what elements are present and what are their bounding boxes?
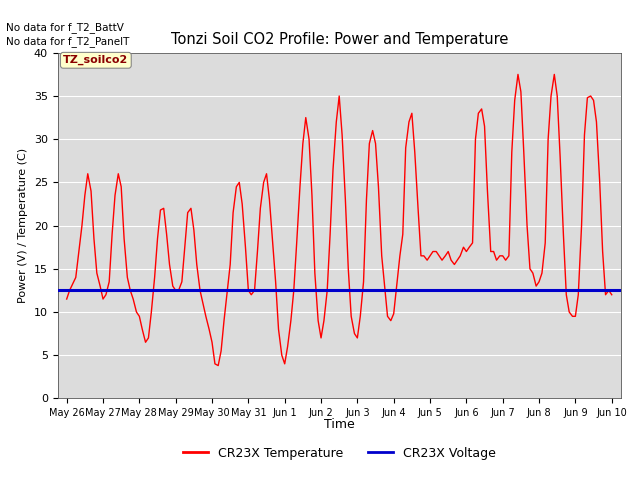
Text: No data for f_T2_PanelT: No data for f_T2_PanelT — [6, 36, 130, 47]
Legend: CR23X Temperature, CR23X Voltage: CR23X Temperature, CR23X Voltage — [178, 442, 500, 465]
X-axis label: Time: Time — [324, 418, 355, 431]
Text: No data for f_T2_BattV: No data for f_T2_BattV — [6, 22, 124, 33]
Title: Tonzi Soil CO2 Profile: Power and Temperature: Tonzi Soil CO2 Profile: Power and Temper… — [170, 33, 508, 48]
Text: TZ_soilco2: TZ_soilco2 — [63, 55, 129, 65]
Y-axis label: Power (V) / Temperature (C): Power (V) / Temperature (C) — [18, 148, 28, 303]
